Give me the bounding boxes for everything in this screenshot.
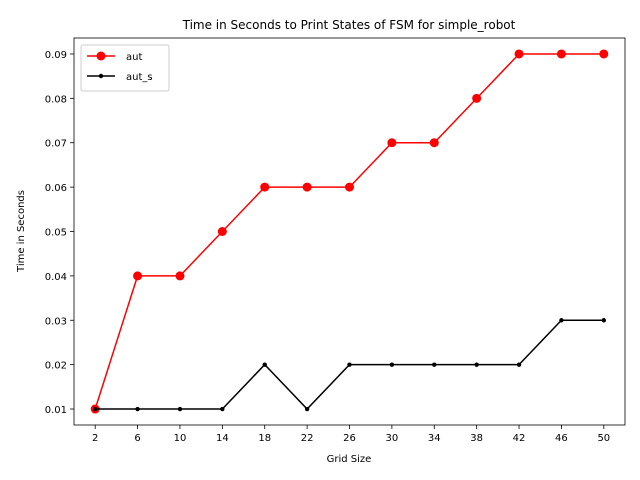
data-point-aut	[429, 138, 439, 148]
data-point-aut_s	[474, 362, 479, 367]
data-point-aut_s	[516, 362, 522, 367]
data-point-aut	[217, 227, 227, 236]
legend-marker-aut_s	[98, 73, 104, 79]
x-tick-label: 42	[513, 433, 526, 444]
data-point-aut_s	[389, 362, 395, 367]
data-point-aut	[387, 138, 397, 148]
data-point-aut	[260, 182, 270, 192]
data-point-aut_s	[262, 362, 267, 367]
data-point-aut	[302, 182, 312, 192]
data-point-aut_s	[601, 318, 607, 323]
data-point-aut	[514, 49, 524, 59]
data-point-aut_s	[220, 406, 225, 412]
data-point-aut_s	[559, 318, 564, 323]
x-tick-label: 50	[597, 433, 610, 444]
y-tick-label: 0.08	[45, 94, 67, 105]
x-tick-label: 46	[555, 433, 568, 444]
y-tick-label: 0.07	[45, 139, 67, 150]
y-tick-label: 0.04	[45, 272, 67, 283]
x-tick-label: 38	[470, 433, 483, 444]
chart-title: Time in Seconds to Print States of FSM f…	[182, 18, 516, 32]
y-axis-label: Time in Seconds	[16, 190, 27, 273]
legend: aut aut_s	[80, 44, 170, 92]
x-tick-label: 26	[343, 433, 356, 444]
data-point-aut	[133, 271, 143, 281]
y-tick-label: 0.03	[45, 316, 67, 327]
y-tick-label: 0.01	[45, 405, 67, 416]
x-tick-label: 2	[92, 433, 98, 444]
data-point-aut_s	[135, 406, 140, 412]
legend-label-aut_s: aut_s	[126, 72, 153, 83]
legend-box	[80, 44, 170, 92]
data-point-aut	[472, 93, 482, 103]
x-tick-label: 10	[174, 433, 187, 444]
legend-marker-aut	[96, 51, 106, 61]
legend-label-aut: aut	[126, 52, 142, 63]
plot-frame	[73, 37, 626, 426]
data-point-aut_s	[432, 362, 437, 367]
x-tick-label: 34	[428, 433, 441, 444]
data-point-aut	[175, 271, 185, 281]
x-tick-label: 18	[258, 433, 271, 444]
x-tick-label: 6	[134, 433, 140, 444]
data-point-aut_s	[304, 406, 310, 412]
data-point-aut	[556, 49, 566, 59]
data-point-aut	[599, 49, 609, 59]
series-layer	[90, 49, 609, 414]
data-point-aut_s	[347, 362, 352, 367]
x-axis-label: Grid Size	[327, 454, 372, 465]
y-tick-label: 0.05	[45, 228, 67, 239]
x-tick-label: 22	[301, 433, 314, 444]
x-tick-label: 30	[386, 433, 399, 444]
y-axis: 0.01 0.02 0.03 0.04 0.05 0.06 0.07 0.08 0.09	[45, 50, 74, 416]
x-axis: 2 6 10 14 18 22 26 30 34 38 42 46 50	[92, 425, 610, 444]
data-point-aut_s	[92, 406, 98, 412]
y-tick-label: 0.09	[45, 50, 67, 61]
x-tick-label: 14	[216, 433, 229, 444]
y-tick-label: 0.02	[45, 361, 67, 372]
data-point-aut	[345, 182, 354, 192]
data-point-aut_s	[177, 406, 183, 412]
y-tick-label: 0.06	[45, 183, 67, 194]
